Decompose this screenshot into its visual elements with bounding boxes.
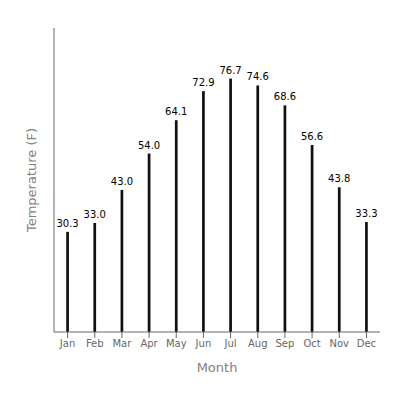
svg-text:43.8: 43.8 [328, 173, 350, 184]
svg-text:74.6: 74.6 [247, 71, 269, 82]
svg-text:43.0: 43.0 [111, 176, 133, 187]
svg-text:Mar: Mar [112, 338, 132, 349]
svg-text:56.6: 56.6 [301, 131, 323, 142]
svg-text:68.6: 68.6 [274, 91, 296, 102]
svg-text:54.0: 54.0 [138, 140, 160, 151]
svg-text:30.3: 30.3 [56, 218, 78, 229]
svg-text:Month: Month [197, 360, 238, 375]
svg-text:Nov: Nov [329, 338, 349, 349]
svg-text:Aug: Aug [248, 338, 268, 349]
svg-text:Jul: Jul [224, 338, 237, 349]
svg-text:Sep: Sep [275, 338, 294, 349]
svg-text:Feb: Feb [86, 338, 104, 349]
svg-text:May: May [166, 338, 187, 349]
svg-text:Jun: Jun [195, 338, 212, 349]
svg-text:72.9: 72.9 [192, 77, 214, 88]
svg-text:Jan: Jan [59, 338, 75, 349]
svg-text:Oct: Oct [303, 338, 320, 349]
svg-text:Temperature (F): Temperature (F) [24, 128, 39, 233]
svg-text:76.7: 76.7 [219, 65, 241, 76]
svg-text:64.1: 64.1 [165, 106, 187, 117]
svg-text:33.0: 33.0 [84, 209, 106, 220]
svg-text:33.3: 33.3 [355, 208, 377, 219]
svg-text:Dec: Dec [357, 338, 376, 349]
svg-text:Apr: Apr [140, 338, 158, 349]
